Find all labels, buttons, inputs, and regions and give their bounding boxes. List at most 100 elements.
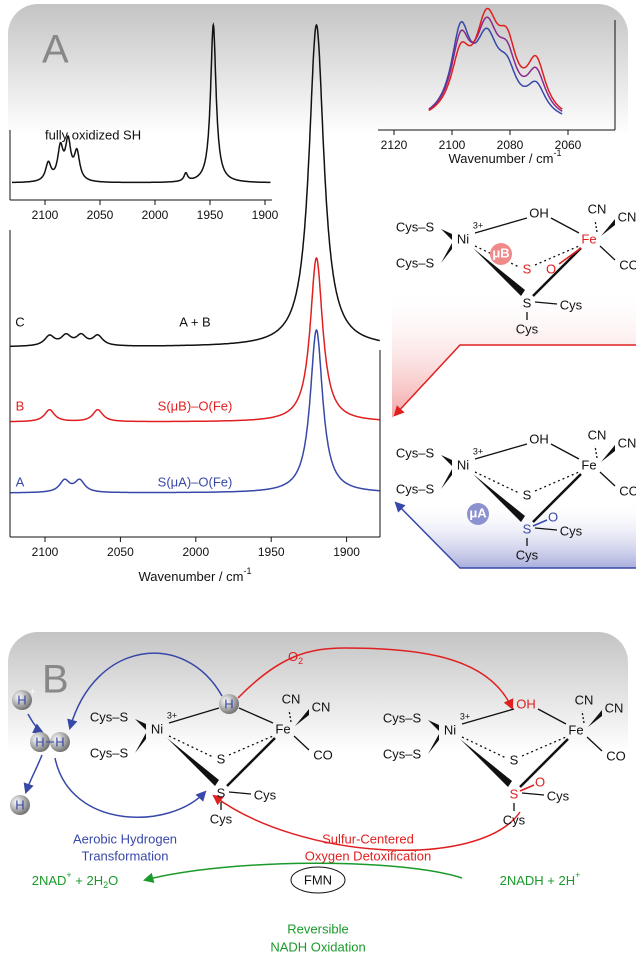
- wedge: [428, 734, 439, 754]
- atom: CN: [605, 700, 624, 715]
- bond: [168, 707, 220, 724]
- process: Transformation: [82, 848, 169, 863]
- atom: Cys: [516, 547, 539, 562]
- bond: [226, 737, 276, 787]
- arrow: [394, 501, 636, 569]
- atom-sphere: [30, 732, 50, 752]
- atom: Cys–S: [396, 255, 435, 270]
- wedge: [588, 710, 602, 727]
- spectrum: [11, 22, 271, 184]
- panel-a-bg: [8, 4, 628, 600]
- bond: [293, 735, 310, 751]
- nadh: 2NADH + 2H: [500, 873, 576, 888]
- bond: [474, 471, 520, 494]
- cofactor-oval: [290, 866, 346, 894]
- process: Sulfur-Centered: [322, 831, 414, 846]
- axis-label-exp: -1: [553, 148, 561, 158]
- bond: [537, 708, 567, 725]
- atom: S: [510, 786, 519, 801]
- wedge: [460, 739, 512, 787]
- arrow: [67, 652, 223, 731]
- trace-label: S(μB)–O(Fe): [158, 398, 233, 413]
- water: + 2H: [72, 873, 103, 888]
- charge: +: [66, 870, 71, 880]
- band: [392, 500, 636, 568]
- bond: [461, 736, 507, 759]
- bond: [168, 735, 214, 758]
- atom: Cys–S: [383, 710, 422, 725]
- panel-label: B: [42, 658, 69, 702]
- wedge: [441, 243, 452, 263]
- water-o: O: [108, 873, 118, 888]
- atom: Cys–S: [90, 745, 129, 760]
- bond: [474, 217, 528, 234]
- wedge: [601, 445, 615, 462]
- atom: 3+: [473, 220, 483, 230]
- atom: CO: [313, 747, 333, 762]
- atom: CO: [619, 257, 636, 272]
- bond: [534, 527, 558, 531]
- arrow: [27, 713, 44, 733]
- arrow: [237, 647, 514, 710]
- bond: [534, 301, 558, 305]
- atom: S: [523, 295, 532, 310]
- tick-label: 2100: [439, 138, 466, 152]
- bond: [599, 245, 616, 261]
- spectrum: [10, 256, 380, 423]
- charge: +: [28, 791, 33, 801]
- atom: Ni: [457, 457, 469, 472]
- spectrum: [428, 16, 563, 112]
- atom: O: [546, 261, 556, 276]
- wedge: [441, 229, 452, 240]
- atom-sphere: [10, 795, 30, 815]
- atom: Cys–S: [383, 746, 422, 761]
- spectrum: [10, 23, 380, 348]
- tick-label: 2120: [381, 138, 408, 152]
- bond: [550, 443, 580, 460]
- bond: [532, 519, 548, 527]
- atom: CO: [606, 748, 626, 763]
- atom-sphere: [12, 690, 32, 710]
- arrow: [142, 862, 463, 883]
- tick-label: 2050: [107, 545, 134, 559]
- atom: CN: [312, 699, 331, 714]
- atom: CN: [588, 201, 607, 216]
- atom: Cys–S: [396, 219, 435, 234]
- atom: H: [55, 734, 64, 749]
- bond: [532, 473, 582, 523]
- atom: Cys–S: [396, 481, 435, 496]
- atom: μB: [492, 245, 509, 260]
- bond: [461, 708, 515, 725]
- wedge: [428, 720, 439, 731]
- tick-label: 1950: [258, 545, 285, 559]
- atom: S: [523, 261, 532, 276]
- bond: [474, 245, 520, 268]
- atom: H: [224, 696, 233, 711]
- axis-label-text: Wavenumber / cm: [448, 151, 553, 166]
- atom: S: [523, 487, 532, 502]
- wedge: [441, 455, 452, 466]
- panel-b-bg: [8, 632, 628, 932]
- atom: H: [17, 692, 26, 707]
- atom: Fe: [581, 457, 596, 472]
- process: Aerobic Hydrogen: [73, 831, 177, 846]
- arrow: [23, 754, 43, 794]
- bond: [532, 247, 582, 297]
- atom: Fe: [275, 721, 290, 736]
- wedge: [473, 474, 525, 522]
- wedge: [441, 469, 452, 489]
- trace-label: S(μA)–O(Fe): [158, 474, 233, 489]
- bond: [599, 471, 616, 487]
- atom: Ni: [444, 722, 456, 737]
- atom: OH: [529, 205, 549, 220]
- wedge: [601, 219, 615, 236]
- atom: Cys–S: [396, 445, 435, 460]
- bond: [586, 736, 603, 752]
- arrow: [393, 344, 636, 417]
- bond: [238, 707, 274, 724]
- band: [392, 285, 636, 418]
- tick-label: 2100: [32, 208, 59, 222]
- spectrum: [10, 328, 380, 494]
- arrow: [54, 757, 207, 818]
